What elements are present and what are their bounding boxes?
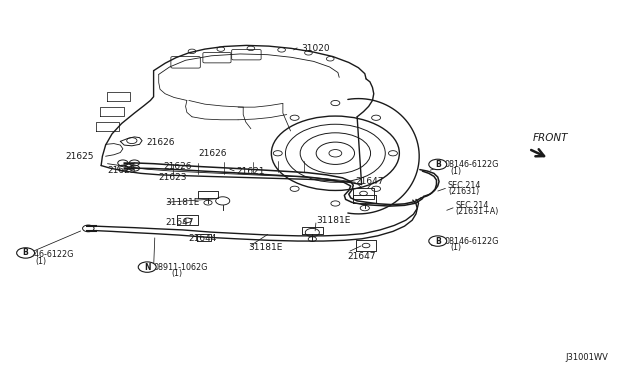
- Text: 21623: 21623: [159, 173, 188, 182]
- Text: 21625: 21625: [65, 152, 94, 161]
- Text: B: B: [435, 160, 440, 169]
- Circle shape: [17, 248, 35, 258]
- Text: (1): (1): [35, 257, 46, 266]
- Text: (21631): (21631): [448, 187, 479, 196]
- Text: 21626: 21626: [146, 138, 175, 147]
- Text: 21625: 21625: [108, 166, 136, 175]
- Text: FRONT: FRONT: [532, 133, 568, 143]
- Text: 21647: 21647: [355, 177, 384, 186]
- Text: 31181E: 31181E: [316, 216, 351, 225]
- Text: (1): (1): [451, 243, 461, 252]
- Text: B: B: [23, 248, 28, 257]
- Circle shape: [138, 262, 156, 272]
- Text: (1): (1): [172, 269, 182, 278]
- Text: SEC.214: SEC.214: [448, 182, 481, 190]
- Text: 31181E: 31181E: [248, 243, 283, 251]
- Text: 08146-6122G: 08146-6122G: [19, 250, 74, 259]
- Text: 21621: 21621: [237, 167, 266, 176]
- Circle shape: [429, 159, 447, 170]
- Text: 31020: 31020: [301, 44, 330, 53]
- Text: SEC.214: SEC.214: [456, 201, 489, 210]
- Text: (21631+A): (21631+A): [456, 207, 499, 216]
- Text: 08146-6122G: 08146-6122G: [444, 237, 499, 246]
- Text: 21647: 21647: [165, 218, 194, 227]
- Circle shape: [429, 236, 447, 246]
- Text: 21644: 21644: [189, 234, 217, 243]
- Text: 21626: 21626: [163, 162, 192, 171]
- Text: 31181E: 31181E: [165, 198, 200, 207]
- Text: B: B: [435, 237, 440, 246]
- Text: (1): (1): [451, 167, 461, 176]
- Text: N: N: [144, 263, 150, 272]
- Text: 08146-6122G: 08146-6122G: [444, 160, 499, 169]
- Text: 21626: 21626: [198, 149, 227, 158]
- Text: J31001WV: J31001WV: [565, 353, 608, 362]
- Text: 08911-1062G: 08911-1062G: [154, 263, 208, 272]
- Text: 21647: 21647: [348, 252, 376, 261]
